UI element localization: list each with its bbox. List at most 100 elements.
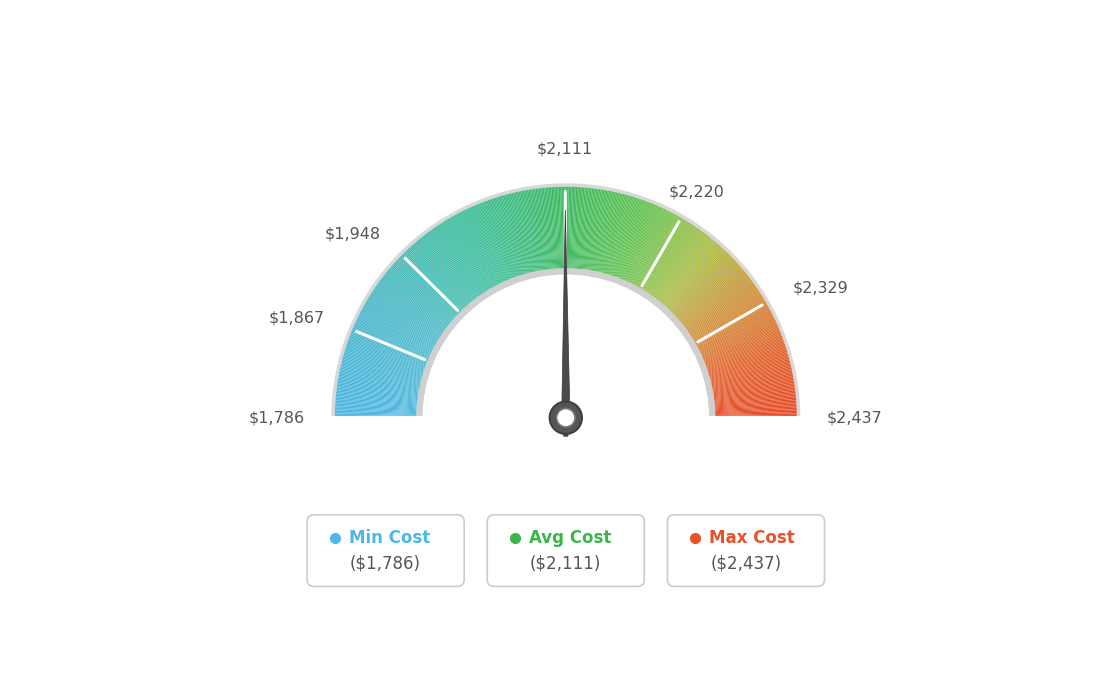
Circle shape (550, 402, 582, 434)
Wedge shape (338, 377, 425, 393)
Wedge shape (340, 368, 426, 388)
Wedge shape (476, 205, 510, 286)
Wedge shape (637, 217, 682, 294)
Wedge shape (357, 319, 436, 357)
Wedge shape (335, 412, 423, 415)
Wedge shape (490, 199, 520, 282)
Wedge shape (427, 232, 481, 303)
Wedge shape (644, 224, 692, 298)
Wedge shape (349, 338, 432, 369)
Wedge shape (553, 187, 559, 275)
Wedge shape (537, 188, 549, 276)
Wedge shape (634, 214, 676, 292)
Wedge shape (644, 224, 693, 298)
Wedge shape (630, 212, 672, 290)
Wedge shape (452, 216, 496, 293)
Wedge shape (386, 272, 455, 328)
Wedge shape (646, 227, 697, 299)
Wedge shape (493, 198, 521, 282)
Wedge shape (403, 253, 465, 317)
Wedge shape (527, 190, 542, 277)
Wedge shape (428, 231, 481, 302)
Wedge shape (622, 205, 656, 286)
Wedge shape (603, 195, 627, 279)
Wedge shape (397, 259, 461, 319)
Wedge shape (541, 188, 551, 275)
Wedge shape (700, 338, 783, 369)
Wedge shape (641, 221, 689, 296)
Wedge shape (709, 405, 796, 411)
Wedge shape (703, 352, 787, 378)
Wedge shape (371, 293, 445, 341)
Wedge shape (611, 199, 640, 282)
Wedge shape (337, 383, 424, 397)
Wedge shape (381, 279, 452, 332)
Wedge shape (465, 209, 505, 289)
Wedge shape (361, 309, 439, 351)
Wedge shape (629, 210, 669, 290)
Wedge shape (699, 331, 781, 365)
Wedge shape (369, 297, 444, 344)
Wedge shape (359, 314, 438, 355)
Wedge shape (606, 196, 631, 280)
Wedge shape (550, 187, 556, 275)
Wedge shape (424, 235, 479, 304)
Wedge shape (578, 188, 587, 275)
Wedge shape (660, 244, 719, 310)
Wedge shape (446, 219, 492, 295)
Wedge shape (425, 233, 479, 304)
Wedge shape (507, 194, 530, 279)
Wedge shape (697, 322, 776, 359)
Wedge shape (639, 219, 684, 295)
Wedge shape (342, 357, 427, 382)
Wedge shape (590, 190, 605, 277)
Wedge shape (512, 193, 533, 278)
Wedge shape (665, 251, 728, 315)
Wedge shape (698, 327, 779, 362)
Wedge shape (348, 339, 431, 370)
Wedge shape (598, 193, 619, 278)
Wedge shape (680, 277, 750, 331)
Wedge shape (687, 294, 762, 342)
Wedge shape (692, 308, 769, 351)
Wedge shape (390, 267, 457, 325)
Wedge shape (400, 257, 464, 318)
Wedge shape (354, 324, 435, 360)
Wedge shape (358, 317, 437, 356)
Text: $2,111: $2,111 (537, 141, 593, 157)
Wedge shape (463, 210, 502, 290)
Wedge shape (396, 259, 461, 320)
Wedge shape (353, 325, 435, 361)
Wedge shape (338, 380, 424, 395)
Wedge shape (349, 337, 432, 368)
Wedge shape (456, 214, 498, 292)
Wedge shape (658, 241, 715, 308)
Wedge shape (630, 211, 670, 290)
Wedge shape (339, 373, 425, 391)
Wedge shape (641, 222, 690, 297)
Wedge shape (415, 241, 474, 309)
Wedge shape (401, 255, 464, 318)
Wedge shape (662, 248, 723, 313)
Wedge shape (701, 341, 784, 371)
Wedge shape (696, 318, 775, 357)
Wedge shape (344, 352, 428, 378)
Wedge shape (709, 412, 797, 415)
Wedge shape (582, 188, 593, 275)
Wedge shape (360, 312, 438, 353)
Wedge shape (665, 250, 726, 315)
Wedge shape (605, 195, 630, 280)
Polygon shape (562, 210, 570, 436)
Wedge shape (693, 314, 773, 355)
Wedge shape (386, 270, 456, 327)
Wedge shape (445, 220, 491, 296)
Wedge shape (543, 188, 552, 275)
Wedge shape (617, 202, 651, 284)
Wedge shape (585, 189, 597, 276)
Wedge shape (347, 345, 429, 373)
Wedge shape (522, 190, 540, 277)
Wedge shape (584, 188, 596, 276)
Wedge shape (466, 209, 505, 288)
Wedge shape (709, 408, 797, 413)
Wedge shape (669, 257, 733, 319)
